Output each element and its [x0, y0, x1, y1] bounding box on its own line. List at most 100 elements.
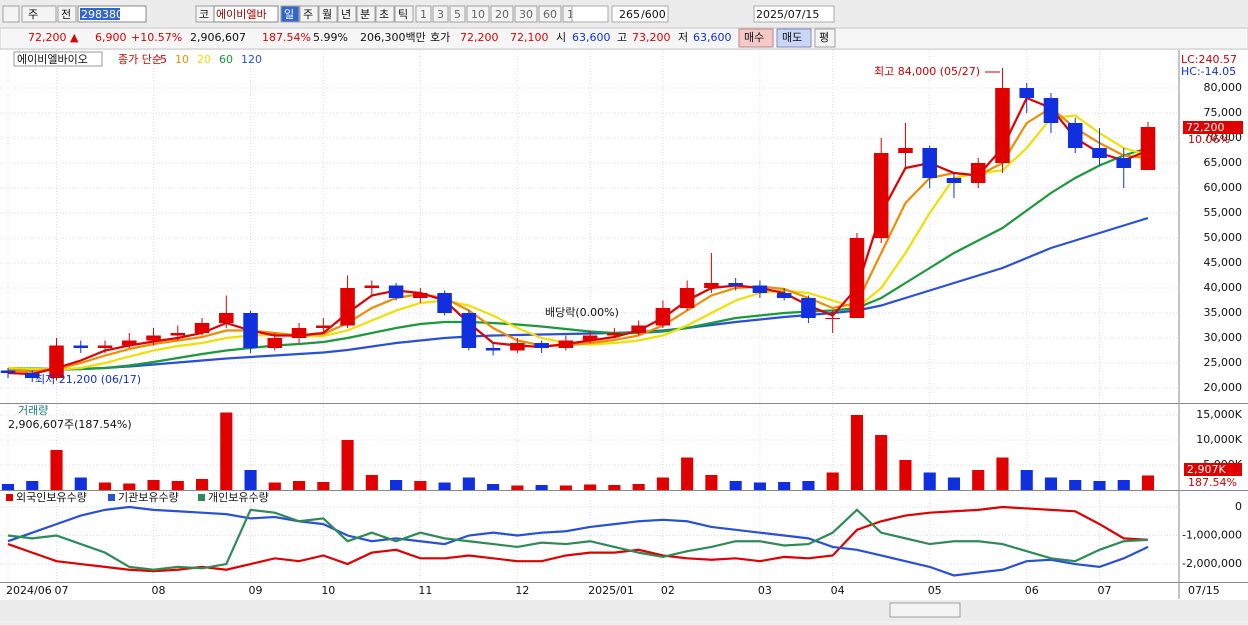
sell-button[interactable]	[776, 28, 812, 48]
lc-label: LC:240.57	[1181, 53, 1237, 66]
legend-swatch	[6, 494, 13, 501]
x-tick-label: 07	[1097, 584, 1111, 597]
interval-text: 1	[420, 8, 427, 21]
series-line	[7, 146, 1149, 371]
high: 73,200	[632, 31, 671, 44]
candle-body	[1043, 98, 1059, 123]
series-line	[7, 96, 1149, 376]
volume-ratio-label: 187.54%	[1188, 476, 1237, 489]
period-text: 분	[360, 8, 370, 21]
hc-label: HC:-14.05	[1181, 65, 1236, 78]
last-label-box	[1183, 121, 1243, 134]
low-label: 저	[678, 31, 688, 44]
period-button[interactable]	[280, 5, 300, 23]
count: 265	[619, 8, 640, 21]
scroll-buttons[interactable]	[889, 602, 961, 618]
period-button[interactable]	[337, 5, 357, 23]
candle-body	[170, 333, 186, 336]
y-tick-label: 10,000K	[1196, 433, 1242, 446]
candle-body	[631, 325, 646, 333]
volume-bar	[826, 472, 839, 490]
interval-button[interactable]	[432, 5, 449, 23]
period-text: 년	[341, 8, 351, 21]
candle-body	[776, 293, 792, 298]
volume-title: 거래량	[18, 404, 48, 417]
candle-body	[1140, 127, 1156, 170]
candle-body	[534, 343, 549, 348]
y-tick-label: 20,000	[1204, 381, 1243, 394]
volume-bar	[74, 477, 87, 490]
count-box[interactable]	[611, 5, 669, 23]
interval-button[interactable]	[415, 5, 432, 23]
sell: 매도	[782, 31, 802, 44]
low: 63,600	[693, 31, 732, 44]
date: 2025/07/15	[756, 8, 819, 21]
period-button[interactable]	[299, 5, 319, 23]
period-button[interactable]	[375, 5, 395, 23]
volume-bar	[195, 479, 209, 490]
prev-button[interactable]	[57, 5, 77, 23]
volume-bar	[923, 472, 936, 490]
candle-body	[1116, 158, 1132, 168]
buy-button[interactable]	[738, 28, 774, 48]
volume-bar	[171, 481, 184, 490]
y-tick-label: 30,000	[1204, 331, 1243, 344]
series-line	[7, 216, 1149, 372]
candle-body	[388, 285, 404, 298]
bid-ask-label: 호가	[430, 31, 450, 44]
volume-bar	[850, 415, 863, 490]
x-tick-label: 04	[831, 584, 845, 597]
interval-button[interactable]	[514, 5, 538, 23]
legend-entry: 10	[175, 53, 189, 66]
legend-swatch	[108, 494, 115, 501]
y-tick-label: 45,000	[1204, 256, 1243, 269]
x-tick-label: 08	[152, 584, 166, 597]
period-button[interactable]	[356, 5, 376, 23]
candle-body	[898, 148, 913, 153]
y-tick-label: 15,000K	[1196, 408, 1242, 421]
y-tick-label: 55,000	[1204, 206, 1243, 219]
volume-bar	[972, 470, 985, 490]
candle-body	[704, 283, 719, 288]
candle-body	[122, 340, 137, 346]
max-count: /600	[641, 8, 666, 21]
dropdown[interactable]	[571, 5, 609, 23]
interval-button[interactable]	[538, 5, 562, 23]
candle-body	[946, 178, 962, 183]
series-line	[7, 508, 1149, 571]
candle-body	[607, 333, 622, 336]
candle-body	[728, 283, 743, 286]
candle-body	[679, 288, 695, 308]
turnover: 5.99%	[313, 31, 348, 44]
avg-button[interactable]	[814, 28, 836, 48]
scrollbar[interactable]	[0, 600, 1248, 621]
candle-body	[1092, 148, 1107, 158]
period-button[interactable]	[318, 5, 338, 23]
period-text: 일	[284, 7, 294, 21]
interval-button[interactable]	[466, 5, 490, 23]
change-label: 10.06%	[1188, 133, 1230, 146]
ma-label: 종가 단순	[118, 53, 162, 66]
ask: 72,200	[460, 31, 499, 44]
legend-entry: 60	[219, 53, 233, 66]
period-text: 틱	[398, 8, 408, 21]
candle-body	[825, 318, 840, 319]
period-text: 초	[379, 8, 389, 21]
legend-swatch	[198, 494, 205, 501]
candle-body	[510, 343, 525, 351]
date-box[interactable]	[753, 5, 835, 23]
min-label: 최저 21,200 (06/17)	[35, 373, 141, 386]
quote-bar	[0, 27, 1248, 50]
interval-button[interactable]	[449, 5, 466, 23]
volume: 2,906,607	[190, 31, 246, 44]
name-box	[213, 5, 279, 23]
volume-bar	[753, 482, 766, 490]
period-button[interactable]	[394, 5, 414, 23]
menu-button[interactable]	[2, 5, 20, 23]
interval-button[interactable]	[490, 5, 514, 23]
volume-bar	[244, 470, 257, 490]
volume-bar	[899, 460, 912, 490]
period-type[interactable]	[21, 5, 57, 23]
